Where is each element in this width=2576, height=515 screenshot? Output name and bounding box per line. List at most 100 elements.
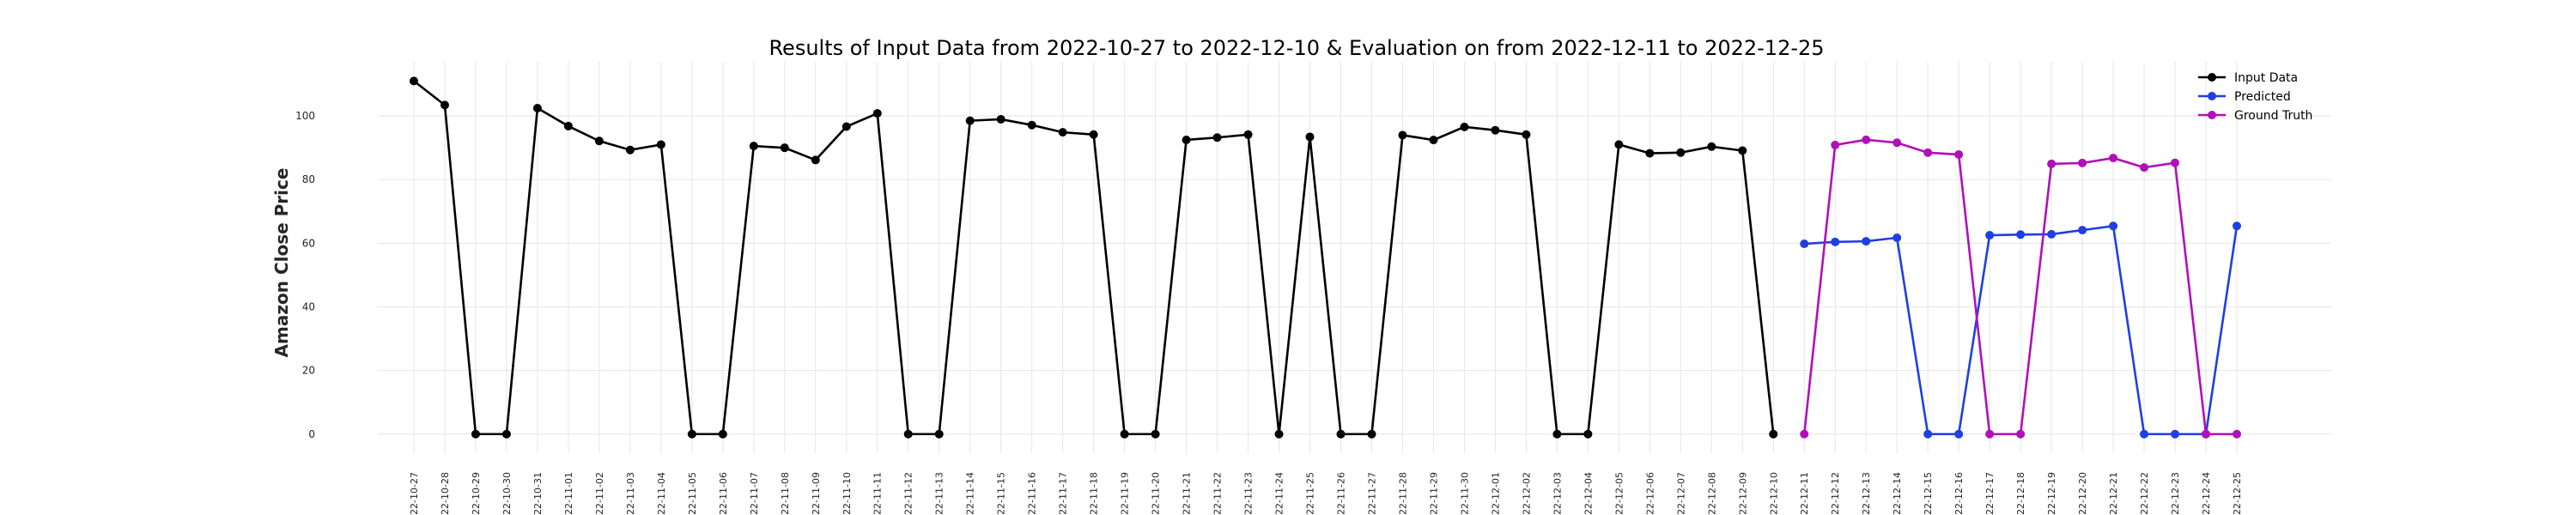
grid — [378, 62, 2331, 453]
x-tick-label: -22-11-05 — [687, 472, 698, 515]
data-point — [594, 136, 604, 146]
data-point — [2078, 158, 2087, 167]
data-point — [2233, 429, 2241, 439]
data-point — [1831, 140, 1840, 149]
data-point — [1367, 429, 1376, 439]
x-tick-label: -22-12-17 — [1984, 472, 1996, 515]
data-point — [1800, 239, 1809, 249]
data-point — [532, 103, 542, 112]
x-tick-label: -22-10-28 — [440, 472, 451, 515]
y-tick-label: 60 — [302, 237, 315, 249]
legend-item: Predicted — [2198, 90, 2291, 104]
x-tick-label: -22-11-10 — [841, 472, 853, 515]
series-group — [410, 76, 2241, 439]
x-tick-label: -22-11-23 — [1243, 472, 1255, 515]
data-point — [2109, 154, 2118, 163]
legend-item: Input Data — [2198, 71, 2298, 85]
legend-marker — [2208, 111, 2216, 119]
x-tick-label: -22-12-16 — [1953, 472, 1965, 515]
chart-title: Results of Input Data from 2022-10-27 to… — [769, 36, 1824, 60]
data-point — [1707, 142, 1716, 151]
x-tick-label: -22-11-15 — [996, 472, 1007, 515]
data-point — [625, 145, 635, 154]
x-tick-label: -22-11-07 — [749, 472, 760, 515]
data-point — [2171, 158, 2180, 167]
data-point — [687, 429, 696, 439]
data-point — [1769, 429, 1778, 439]
y-tick-label: 20 — [302, 365, 315, 377]
data-point — [501, 429, 511, 439]
x-tick-label: -22-11-02 — [594, 472, 605, 515]
data-point — [1831, 237, 1840, 246]
x-tick-label: -22-12-03 — [1552, 472, 1563, 515]
x-tick-label: -22-11-21 — [1182, 472, 1193, 515]
data-point — [2078, 226, 2087, 235]
x-tick-label: -22-11-06 — [718, 472, 729, 515]
x-tick-label: -22-11-18 — [1089, 472, 1100, 515]
x-tick-label: -22-11-14 — [965, 472, 976, 515]
legend-marker — [2208, 73, 2216, 82]
data-point — [2047, 159, 2057, 168]
x-tick-label: -22-11-09 — [811, 472, 822, 515]
data-point — [1305, 132, 1315, 142]
data-point — [1089, 130, 1098, 139]
data-point — [2016, 429, 2026, 439]
x-tick-label: -22-11-29 — [1428, 472, 1439, 515]
x-tick-label: -22-12-24 — [2201, 472, 2212, 515]
y-axis-label: Amazon Close Price — [271, 168, 292, 358]
data-point — [1738, 146, 1747, 155]
x-tick-label: -22-12-25 — [2232, 472, 2243, 515]
data-point — [2140, 163, 2149, 173]
data-point — [1120, 429, 1129, 439]
data-point — [1460, 122, 1469, 131]
data-point — [841, 122, 851, 131]
data-point — [1862, 135, 1871, 144]
data-point — [656, 140, 665, 149]
data-point — [1800, 429, 1809, 439]
data-point — [1182, 135, 1191, 144]
x-tick-label: -22-11-26 — [1335, 472, 1346, 515]
legend-marker — [2208, 92, 2216, 100]
data-point — [440, 100, 449, 110]
x-tick-label: -22-12-20 — [2077, 472, 2088, 515]
data-point — [2171, 429, 2180, 439]
x-tick-label: -22-12-19 — [2046, 472, 2057, 515]
x-tick-label: -22-11-17 — [1058, 472, 1069, 515]
data-point — [1398, 130, 1407, 140]
data-point — [1552, 429, 1562, 439]
x-tick-label: -22-10-31 — [532, 472, 544, 515]
x-tick-label: -22-11-01 — [563, 472, 574, 515]
data-point — [996, 114, 1005, 124]
x-tick-label: -22-12-08 — [1706, 472, 1717, 515]
x-tick-label: -22-12-13 — [1861, 472, 1872, 515]
data-point — [1985, 231, 1995, 240]
x-tick-label: -22-11-04 — [656, 472, 667, 515]
x-tick-label: -22-12-22 — [2139, 472, 2150, 515]
data-point — [2109, 221, 2118, 231]
y-axis-ticks: 0 20 40 60 80 100 — [295, 110, 315, 440]
x-tick-label: -22-12-10 — [1768, 472, 1779, 515]
data-point — [811, 155, 820, 165]
data-point — [1243, 130, 1253, 139]
data-point — [1027, 120, 1036, 130]
x-tick-label: -22-11-22 — [1212, 472, 1224, 515]
data-point — [1645, 148, 1655, 158]
legend-label: Ground Truth — [2234, 109, 2312, 123]
x-tick-label: -22-10-27 — [409, 472, 420, 515]
legend: Input Data Predicted Ground Truth — [2198, 71, 2312, 123]
data-point — [1893, 138, 1902, 148]
x-tick-label: -22-12-05 — [1613, 472, 1625, 515]
x-tick-label: -22-12-02 — [1521, 472, 1532, 515]
x-tick-label: -22-12-18 — [2015, 472, 2026, 515]
x-tick-label: -22-12-11 — [1799, 472, 1810, 515]
data-point — [1491, 125, 1500, 135]
x-tick-label: -22-12-12 — [1830, 472, 1841, 515]
data-point — [1985, 429, 1995, 439]
x-tick-label: -22-11-25 — [1305, 472, 1316, 515]
data-point — [2016, 230, 2026, 239]
data-point — [1429, 136, 1438, 145]
x-tick-label: -22-12-21 — [2108, 472, 2119, 515]
x-tick-label: -22-10-29 — [471, 472, 482, 515]
legend-label: Input Data — [2234, 71, 2298, 85]
